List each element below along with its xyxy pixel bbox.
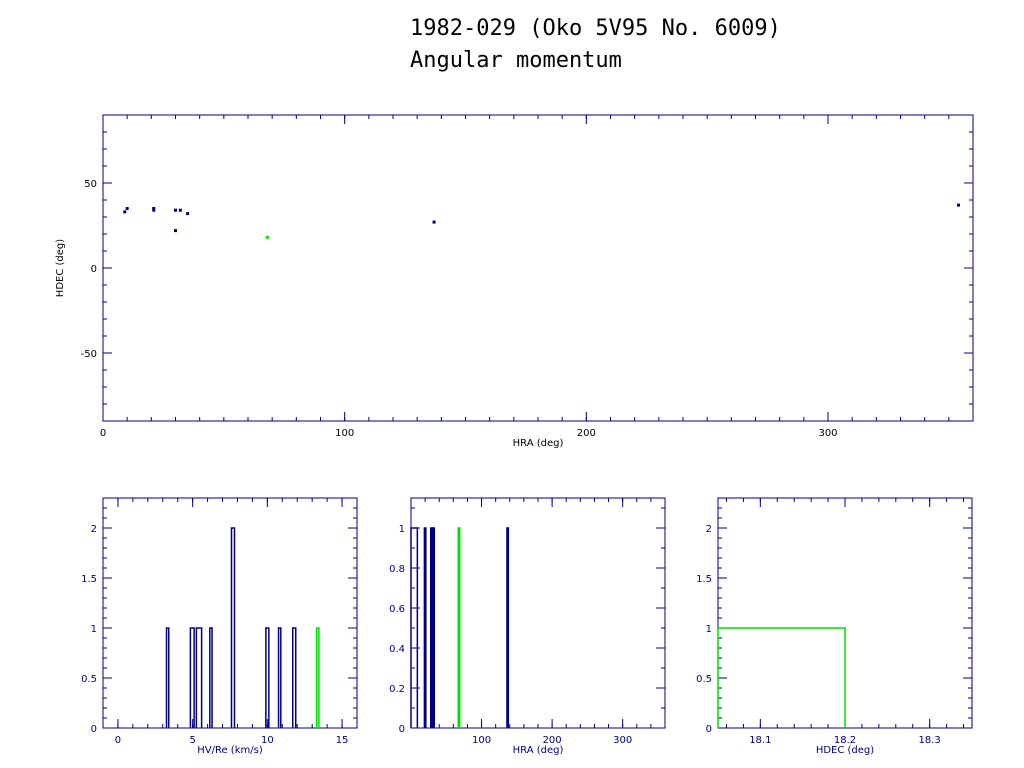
x-tick-label: 5 bbox=[189, 735, 195, 746]
histogram-bar bbox=[265, 627, 270, 728]
data-point bbox=[125, 207, 129, 210]
histogram-bar bbox=[717, 627, 846, 728]
histogram-bar bbox=[410, 527, 419, 728]
y-tick-label: 0 bbox=[91, 264, 97, 275]
x-tick-label: 200 bbox=[543, 735, 562, 746]
histogram-bar bbox=[189, 627, 195, 728]
histogram-bar bbox=[195, 627, 203, 728]
y-tick-label: 0.6 bbox=[389, 604, 405, 615]
data-point bbox=[123, 210, 127, 214]
y-tick-label: 1 bbox=[91, 624, 97, 635]
x-tick-label: 0 bbox=[115, 735, 121, 746]
y-tick-label: 0 bbox=[91, 724, 97, 735]
data-point bbox=[186, 212, 190, 216]
y-tick-label: 0.5 bbox=[81, 674, 97, 685]
x-axis-label: HRA (deg) bbox=[513, 438, 564, 449]
histogram-bar bbox=[430, 527, 433, 728]
y-tick-label: 0.8 bbox=[389, 564, 405, 575]
x-tick-label: 18.2 bbox=[834, 735, 856, 746]
data-point bbox=[957, 203, 960, 207]
data-point bbox=[152, 208, 156, 212]
data-point bbox=[152, 207, 156, 210]
x-axis-label: HV/Re (km/s) bbox=[197, 745, 263, 756]
histogram-bar bbox=[506, 527, 510, 728]
plot-frame-0 bbox=[102, 114, 974, 422]
data-point bbox=[432, 220, 436, 224]
histogram-bar bbox=[423, 527, 427, 728]
x-tick-label: 200 bbox=[577, 428, 596, 439]
data-point bbox=[174, 208, 177, 212]
chart-subtitle: Angular momentum bbox=[410, 48, 622, 73]
data-point bbox=[265, 235, 269, 239]
x-tick-label: 18.1 bbox=[749, 735, 771, 746]
plot-frame-1 bbox=[102, 497, 358, 729]
y-axis-label: HDEC (deg) bbox=[55, 239, 66, 297]
y-tick-label: 1.5 bbox=[81, 574, 97, 585]
chart-title: 1982-029 (Oko 5V95 No. 6009) bbox=[410, 16, 781, 41]
data-point bbox=[174, 229, 177, 233]
x-tick-label: 300 bbox=[818, 428, 837, 439]
histogram-bar bbox=[165, 627, 170, 728]
y-tick-label: 0.2 bbox=[389, 684, 405, 695]
y-tick-label: 2 bbox=[91, 524, 97, 535]
y-tick-label: -50 bbox=[81, 349, 97, 360]
y-tick-label: 1 bbox=[399, 524, 405, 535]
x-tick-label: 100 bbox=[335, 428, 354, 439]
y-tick-label: 0.4 bbox=[389, 644, 405, 655]
x-tick-label: 100 bbox=[472, 735, 491, 746]
y-tick-label: 1.5 bbox=[696, 574, 712, 585]
plot-frame-2 bbox=[410, 497, 666, 729]
x-tick-label: 0 bbox=[100, 428, 106, 439]
x-axis-label: HDEC (deg) bbox=[816, 745, 874, 756]
y-tick-label: 0 bbox=[399, 724, 405, 735]
histogram-bar bbox=[292, 627, 297, 728]
x-tick-label: 18.3 bbox=[919, 735, 941, 746]
histogram-bar bbox=[315, 627, 320, 728]
y-tick-label: 0.5 bbox=[696, 674, 712, 685]
x-tick-label: 10 bbox=[261, 735, 274, 746]
histogram-bar bbox=[432, 527, 436, 728]
y-tick-label: 1 bbox=[706, 624, 712, 635]
x-tick-label: 300 bbox=[613, 735, 632, 746]
histogram-bar bbox=[277, 627, 282, 728]
data-point bbox=[178, 208, 182, 212]
histogram-bar bbox=[457, 527, 461, 728]
y-tick-label: 50 bbox=[84, 179, 97, 190]
histogram-bar bbox=[230, 527, 236, 728]
x-axis-label: HRA (deg) bbox=[513, 745, 564, 756]
y-tick-label: 0 bbox=[706, 724, 712, 735]
histogram-bar bbox=[209, 627, 213, 728]
x-tick-label: 15 bbox=[336, 735, 349, 746]
y-tick-label: 2 bbox=[706, 524, 712, 535]
